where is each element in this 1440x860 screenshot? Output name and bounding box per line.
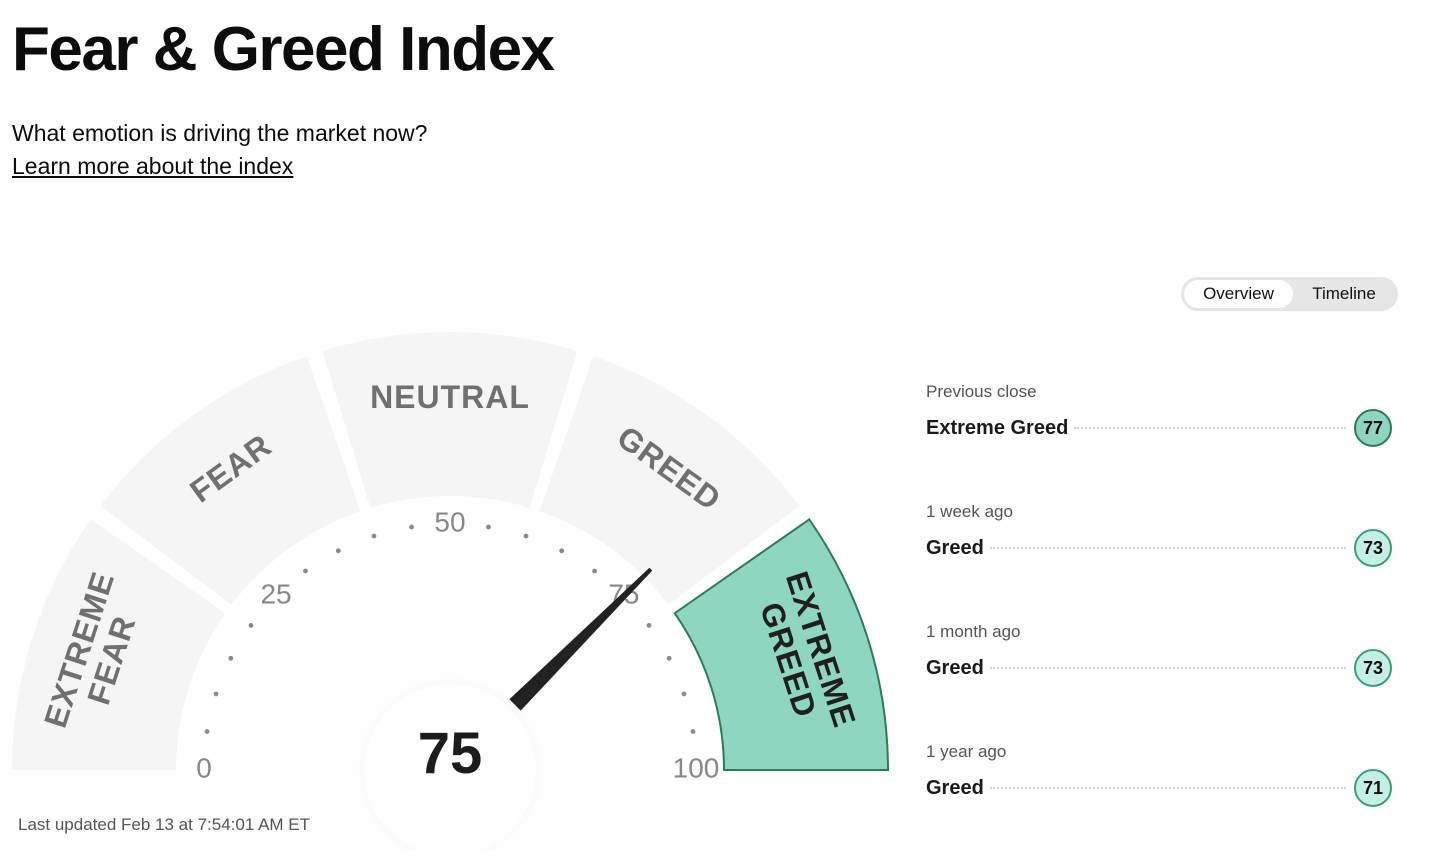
history-item-previous-close: Previous close Extreme Greed 77 <box>926 380 1396 500</box>
history-value-badge: 77 <box>1354 409 1392 447</box>
history-value-badge: 73 <box>1354 529 1392 567</box>
history-rating: Greed <box>926 776 984 799</box>
learn-more-link[interactable]: Learn more about the index <box>12 153 294 179</box>
gauge-tick <box>371 533 377 539</box>
gauge-tick <box>690 729 696 734</box>
history-label: Previous close <box>926 382 1037 401</box>
gauge-tick <box>559 548 565 554</box>
history-label: 1 week ago <box>926 502 1013 521</box>
overview-tab[interactable]: Overview <box>1184 280 1293 308</box>
gauge-tick <box>646 623 652 628</box>
gauge-tick <box>228 655 234 661</box>
scale-label-0: 0 <box>196 752 212 783</box>
segment-greed <box>539 356 800 605</box>
gauge-needle <box>509 567 653 711</box>
gauge-tick <box>248 623 254 628</box>
history-value-badge: 71 <box>1354 769 1392 807</box>
history-rating: Greed <box>926 656 984 679</box>
history-value-badge: 73 <box>1354 649 1392 687</box>
dotted-leader <box>989 667 1346 669</box>
segment-extreme-fear <box>12 519 226 770</box>
fear-greed-gauge: EXTREMEFEARFEARNEUTRALGREEDEXTREMEGREED … <box>12 332 890 850</box>
view-toggle: Overview Timeline <box>1181 277 1398 311</box>
gauge-tick <box>486 524 491 530</box>
gauge-value: 75 <box>418 721 483 786</box>
gauge-tick <box>523 533 529 539</box>
gauge-tick <box>213 691 219 697</box>
gauge-tick <box>681 691 687 697</box>
gauge-tick <box>335 548 341 554</box>
history-rating: Greed <box>926 536 984 559</box>
scale-label-25: 25 <box>260 578 291 609</box>
segment-neutral-label: NEUTRAL <box>370 379 530 415</box>
page-subtitle: What emotion is driving the market now? <box>12 120 428 146</box>
history-item-1-month: 1 month ago Greed 73 <box>926 620 1396 740</box>
segment-extreme-greed <box>673 518 890 771</box>
gauge-tick <box>303 568 308 574</box>
history-label: 1 year ago <box>926 742 1007 761</box>
history-list: Previous close Extreme Greed 77 1 week a… <box>926 380 1396 860</box>
history-item-1-week: 1 week ago Greed 73 <box>926 500 1396 620</box>
page-title: Fear & Greed Index <box>12 15 555 84</box>
dotted-leader <box>1074 427 1346 429</box>
scale-label-100: 100 <box>673 752 720 783</box>
gauge-tick <box>409 524 414 530</box>
segment-fear <box>100 356 361 605</box>
last-updated: Last updated Feb 13 at 7:54:01 AM ET <box>18 815 311 834</box>
history-label: 1 month ago <box>926 622 1021 641</box>
history-rating: Extreme Greed <box>926 416 1069 439</box>
gauge-tick <box>592 568 597 574</box>
timeline-tab[interactable]: Timeline <box>1312 284 1376 303</box>
gauge-tick <box>204 729 210 734</box>
scale-label-50: 50 <box>434 506 465 537</box>
history-item-1-year: 1 year ago Greed 71 <box>926 740 1396 860</box>
gauge-tick <box>666 655 672 661</box>
segment-neutral <box>322 332 578 508</box>
dotted-leader <box>989 547 1346 549</box>
dotted-leader <box>989 787 1346 789</box>
gauge-hub <box>364 684 536 850</box>
